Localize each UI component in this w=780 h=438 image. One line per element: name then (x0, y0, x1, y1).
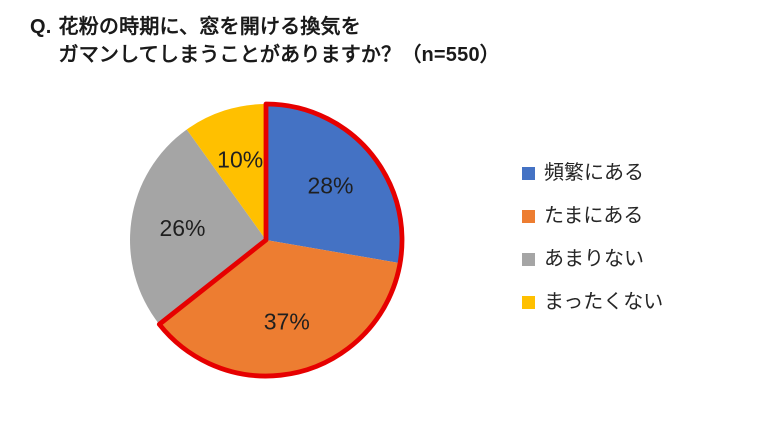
pie-slice-2 (130, 129, 266, 325)
pie-label-1: 37% (264, 309, 310, 335)
legend-swatch (522, 167, 535, 180)
pie-label-2: 26% (159, 215, 205, 241)
legend: 頻繁にある たまにある あまりない まったくない (522, 152, 663, 324)
legend-swatch (522, 296, 535, 309)
legend-item-1: たまにある (522, 195, 663, 238)
pie-label-0: 28% (307, 173, 353, 199)
pie-slice-0 (266, 104, 402, 264)
legend-item-0: 頻繁にある (522, 152, 663, 195)
chart-title: Q. 花粉の時期に、窓を開ける換気を ガマンしてしまうことがありますか？（n=5… (30, 13, 500, 70)
legend-item-3: まったくない (522, 281, 663, 324)
pie-slice-1 (159, 240, 401, 376)
legend-item-2: あまりない (522, 238, 663, 281)
pie-chart: 28% 37% 26% 10% (130, 101, 405, 379)
title-line-2: ガマンしてしまうことがありますか？（n=550） (58, 44, 500, 67)
title-line-1: 花粉の時期に、窓を開ける換気を (58, 16, 361, 38)
legend-label: 頻繁にある (544, 161, 644, 184)
highlight-outline (156, 101, 405, 379)
legend-swatch (522, 253, 535, 266)
pie-label-3: 10% (217, 147, 263, 173)
title-prefix: Q. (30, 16, 52, 38)
title-lines: 花粉の時期に、窓を開ける換気を ガマンしてしまうことがありますか？（n=550） (59, 13, 500, 70)
legend-swatch (522, 210, 535, 223)
legend-label: まったくない (544, 290, 664, 313)
pie-chart-area: 28% 37% 26% 10% (126, 100, 406, 380)
pie-slice-3 (186, 104, 266, 240)
legend-label: たまにある (544, 204, 644, 227)
legend-label: あまりない (544, 247, 644, 270)
